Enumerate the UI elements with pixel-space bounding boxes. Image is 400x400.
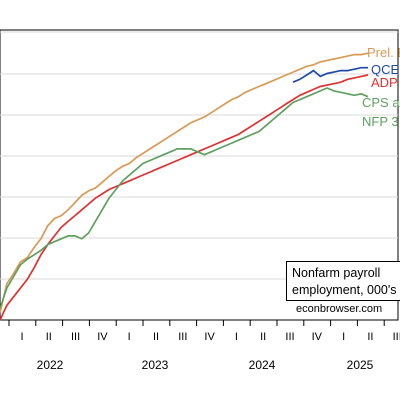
year-label: 2023 [142, 358, 169, 372]
x-tick-label: II [46, 331, 52, 343]
series-line [292, 66, 368, 83]
x-tick-label: III [393, 331, 400, 343]
year-label: 2022 [37, 358, 64, 372]
year-label: 2024 [249, 358, 276, 372]
legend-label: NFP 3 [362, 114, 399, 129]
gridlines [0, 29, 399, 321]
x-tick-label: II [153, 331, 159, 343]
annotation-box: Nonfarm payroll employment, 000's [286, 261, 400, 301]
x-tick-label: IV [204, 331, 215, 343]
x-axis: IIIIIIIVIIIIIIIVIIIIIIIVIIIIII2022202320… [8, 320, 400, 372]
annotation-line-2: employment, 000's [292, 283, 397, 297]
x-tick-label: III [178, 331, 187, 343]
credit-text: econbrowser.com [296, 303, 383, 315]
x-tick-label: I [342, 331, 345, 343]
x-tick-label: IV [312, 331, 323, 343]
x-tick-label: IV [97, 331, 108, 343]
x-tick-label: I [20, 331, 23, 343]
x-tick-label: II [260, 331, 266, 343]
legend-label: CPS a [362, 95, 400, 110]
x-tick-label: III [285, 331, 294, 343]
legend-label: ADP [371, 75, 398, 90]
series-lines [0, 52, 369, 321]
plot-frame [0, 29, 399, 321]
x-tick-label: III [71, 331, 80, 343]
legend-label: QCE [371, 62, 400, 77]
year-label: 2025 [347, 358, 374, 372]
x-tick-label: II [367, 331, 373, 343]
series-line [0, 74, 369, 321]
series-line [0, 87, 369, 309]
x-tick-label: I [128, 331, 131, 343]
x-tick-label: I [235, 331, 238, 343]
legend-label: Prel. B [367, 45, 400, 60]
annotation-line-1: Nonfarm payroll [292, 266, 381, 280]
series-line [0, 52, 369, 313]
